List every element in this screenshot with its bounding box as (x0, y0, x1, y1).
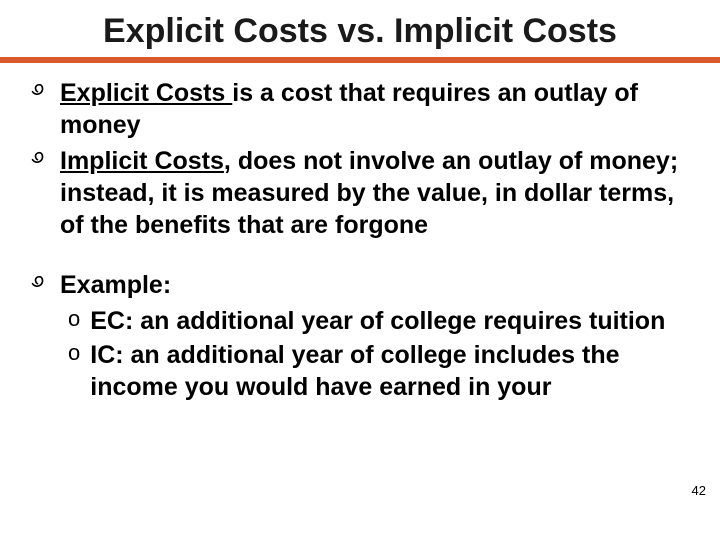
sub-bullet-marker: o (68, 339, 80, 368)
bullet-text: Example: (60, 269, 690, 301)
page-number: 42 (692, 483, 706, 498)
slide-body: Explicit Costs is a cost that requires a… (0, 63, 720, 403)
term-explicit: Explicit Costs (60, 79, 232, 107)
sub-bullet-text: EC: an additional year of college requir… (90, 305, 690, 337)
bullet-item: Explicit Costs is a cost that requires a… (30, 77, 690, 141)
bullet-item: Example: (30, 269, 690, 301)
slide: Explicit Costs vs. Implicit Costs Explic… (0, 0, 720, 540)
bullet-text: Explicit Costs is a cost that requires a… (60, 77, 690, 141)
sub-bullet-item: o IC: an additional year of college incl… (68, 339, 690, 403)
term-implicit: Implicit Costs (60, 147, 224, 175)
sub-bullet-item: o EC: an additional year of college requ… (68, 305, 690, 337)
bullet-text: Implicit Costs, does not involve an outl… (60, 145, 690, 241)
sub-bullet-marker: o (68, 305, 80, 334)
bullet-icon (30, 271, 50, 300)
bullet-icon (30, 79, 50, 108)
spacer (30, 245, 690, 269)
bullet-item: Implicit Costs, does not involve an outl… (30, 145, 690, 241)
slide-title: Explicit Costs vs. Implicit Costs (0, 0, 720, 57)
sub-bullet-text: IC: an additional year of college includ… (90, 339, 690, 403)
bullet-icon (30, 147, 50, 176)
